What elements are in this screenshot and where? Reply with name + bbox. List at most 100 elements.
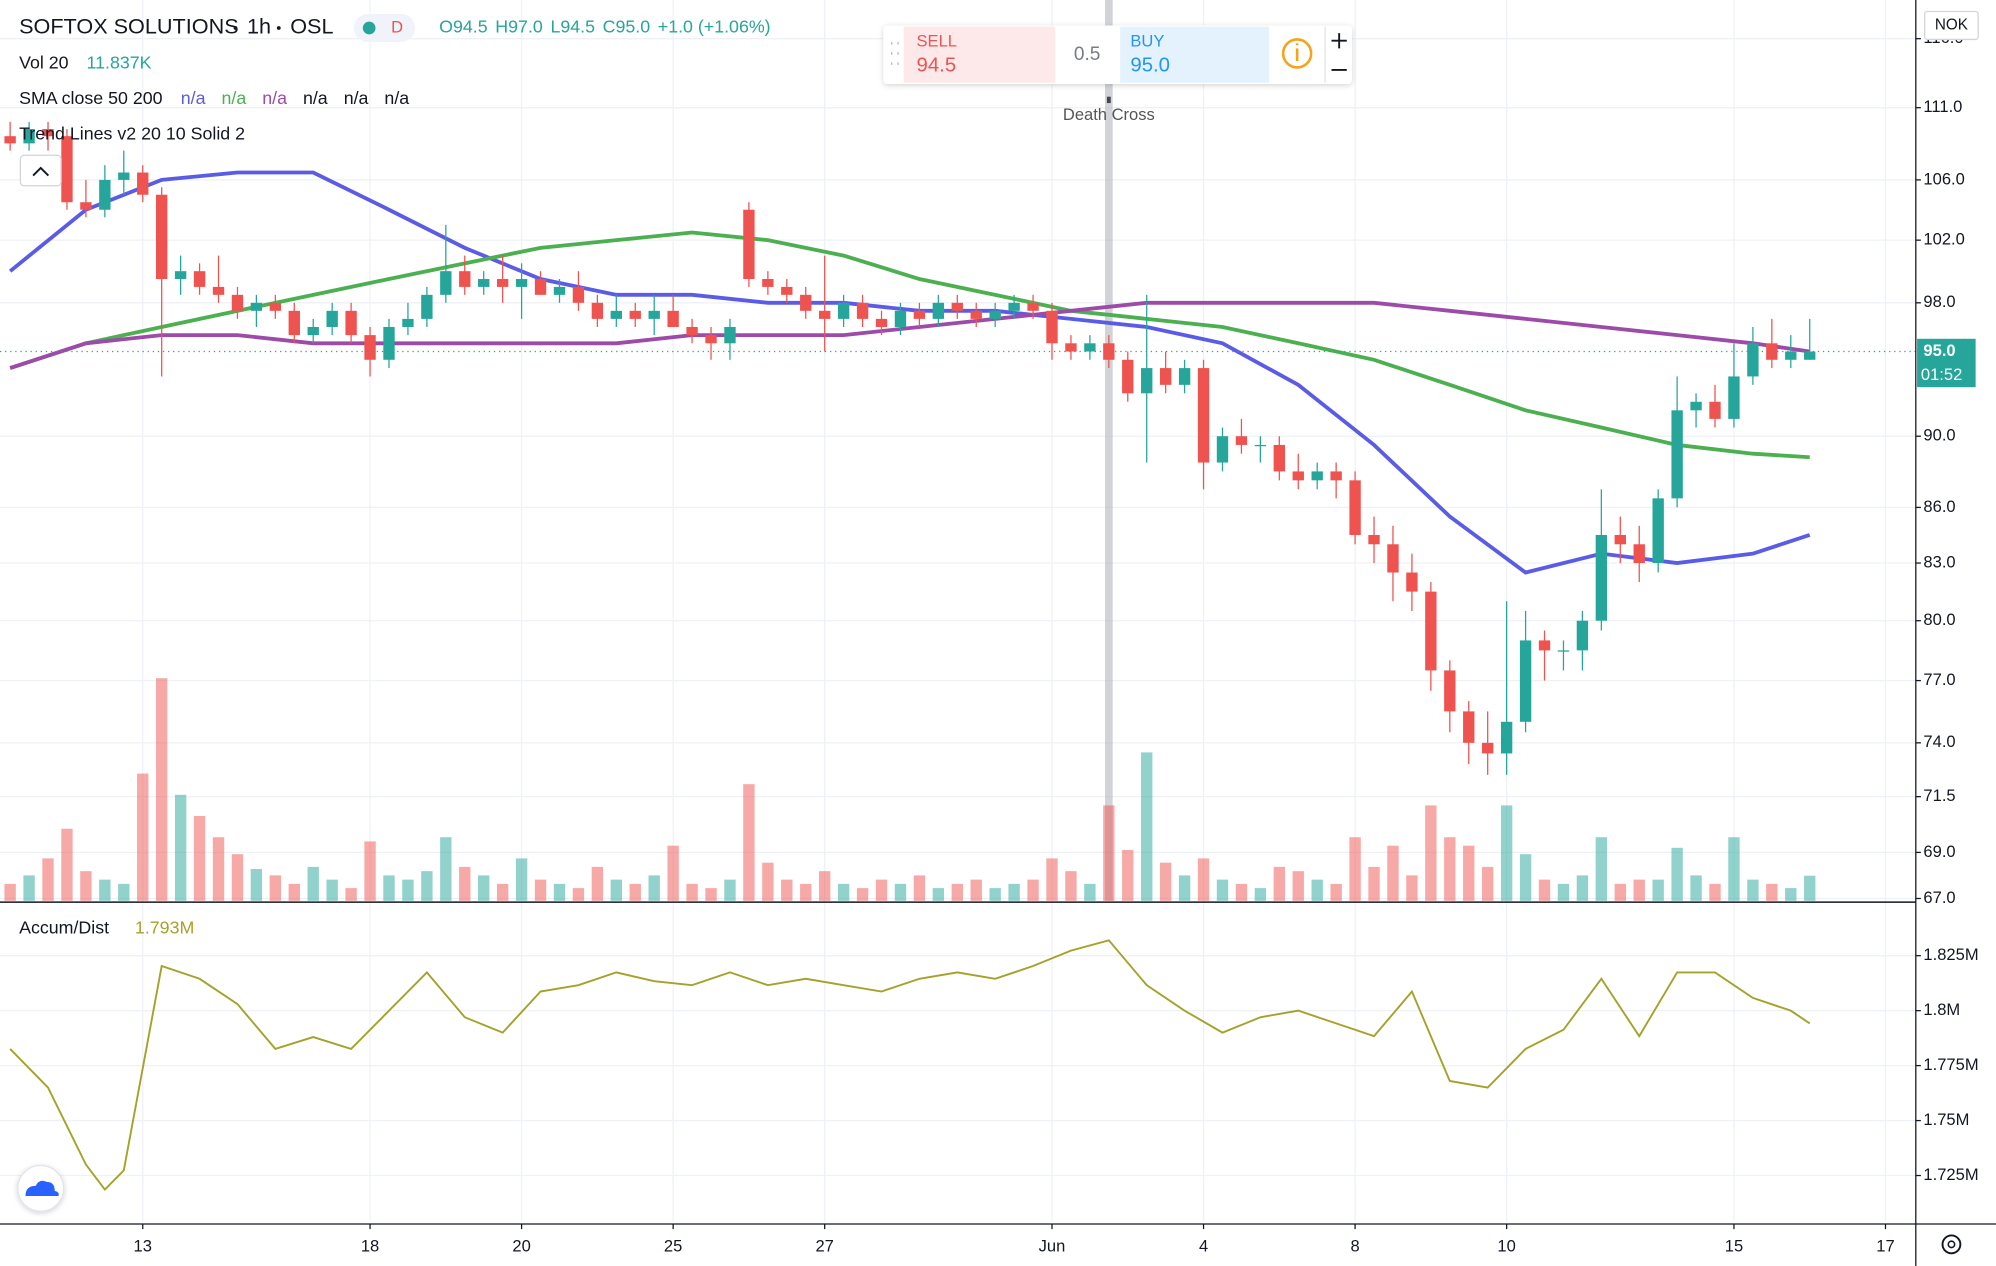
- candle-body: [1576, 620, 1589, 651]
- grid: [0, 0, 1916, 1222]
- candle-body: [686, 326, 698, 336]
- x-tick-label: 13: [134, 1236, 152, 1255]
- candle-body: [1557, 650, 1570, 652]
- sma-value: n/a: [262, 88, 287, 108]
- widget-zoom[interactable]: [1331, 33, 1347, 71]
- candle-body: [496, 279, 509, 287]
- candle-body: [534, 279, 547, 295]
- sma-value: n/a: [303, 88, 328, 108]
- candle-body: [1046, 310, 1058, 344]
- candle-body: [23, 129, 35, 144]
- candle-body: [1425, 591, 1437, 671]
- x-tick-label: 20: [512, 1236, 530, 1255]
- candle-body: [212, 286, 225, 295]
- spread: 0.5: [1074, 44, 1101, 65]
- candle-body: [1538, 640, 1551, 651]
- volume-bar: [648, 875, 660, 901]
- volume-bar: [250, 869, 263, 901]
- volume-bar: [1557, 883, 1570, 901]
- volume-bar: [1425, 805, 1437, 901]
- volume-bar: [515, 858, 528, 901]
- countdown: 01:52: [1921, 365, 1962, 384]
- volume-bar: [326, 879, 338, 901]
- currency: NOK: [1935, 16, 1969, 33]
- volume-bar: [1349, 837, 1361, 901]
- info-icon[interactable]: [1281, 38, 1313, 69]
- x-tick-label: 18: [361, 1236, 379, 1255]
- last-price-box: [1917, 338, 1976, 388]
- volume-bar: [1747, 879, 1759, 901]
- x-tick-label: 10: [1497, 1236, 1515, 1255]
- sell-label: SELL: [917, 31, 957, 50]
- sma-value: n/a: [384, 88, 409, 108]
- logo-cloud: [25, 1180, 59, 1197]
- y-tick-label: 1.725M: [1923, 1165, 1978, 1184]
- candle-body: [1690, 401, 1702, 411]
- candle-body: [1766, 343, 1778, 360]
- volume-bar: [1046, 858, 1058, 901]
- settings-icon[interactable]: [1941, 1234, 1962, 1255]
- candle-body: [250, 302, 263, 311]
- volume-bar: [894, 883, 907, 901]
- sell-button[interactable]: [903, 26, 1056, 83]
- y-tick-label: 77.0: [1923, 670, 1955, 689]
- sma-line: [9, 300, 1810, 370]
- ohlc-value: H97.0: [495, 17, 543, 37]
- sma-indicator-name: SMA close 50 200: [19, 88, 163, 108]
- volume-bar: [4, 883, 16, 901]
- candle-body: [1103, 343, 1115, 360]
- volume-bar: [743, 784, 755, 901]
- candle-body: [1519, 640, 1532, 722]
- candle-body: [781, 286, 793, 295]
- candle-body: [1216, 436, 1229, 463]
- volume-bar: [724, 879, 736, 901]
- candle-body: [1254, 444, 1267, 447]
- candle-body: [648, 310, 660, 319]
- last-price-label: 95.0: [1923, 341, 1955, 360]
- candle-body: [572, 286, 585, 303]
- candle-body: [288, 310, 300, 336]
- volume-bar: [1122, 849, 1134, 901]
- volume-bar: [1482, 866, 1494, 901]
- candle-body: [1273, 444, 1286, 472]
- candle-body: [591, 302, 604, 319]
- volume-bar: [345, 888, 357, 901]
- sma-value: n/a: [221, 88, 246, 108]
- volume-bar: [856, 888, 869, 901]
- volume-bar: [1690, 875, 1702, 901]
- trend-lines-name: Trend Lines v2 20 10 Solid 2: [19, 124, 245, 144]
- volume-bar: [1406, 875, 1418, 901]
- volume-bar: [1159, 862, 1172, 901]
- y-tick-label: 86.0: [1923, 497, 1955, 516]
- volume-bar: [155, 678, 168, 901]
- exchange: OSL: [290, 14, 333, 39]
- candle-body: [478, 279, 490, 287]
- buy-button[interactable]: [1120, 26, 1270, 83]
- collapse-button[interactable]: [19, 154, 62, 187]
- volume-bar: [118, 883, 130, 901]
- candle-body: [1614, 534, 1626, 545]
- volume-bar: [572, 888, 585, 901]
- currency-box[interactable]: [1924, 10, 1979, 41]
- status-badge[interactable]: [353, 13, 415, 42]
- volume-bar: [970, 879, 982, 901]
- volume-bar: [1595, 837, 1608, 901]
- separator-dot: [276, 26, 281, 30]
- volume-bar: [99, 879, 111, 901]
- candle-body: [856, 302, 869, 319]
- sma-line: [8, 170, 1811, 575]
- candle-body: [80, 202, 92, 210]
- candle-body: [193, 271, 206, 287]
- volume-bar: [1538, 879, 1551, 901]
- volume-bar: [875, 879, 888, 901]
- buy-price: 95.0: [1130, 55, 1170, 77]
- candle-body: [1027, 302, 1039, 311]
- sma-line: [9, 230, 1810, 460]
- candle-body: [1387, 544, 1399, 573]
- annotation-text: Death Cross: [1063, 105, 1155, 124]
- volume-bar: [1197, 858, 1210, 901]
- volume-bar: [23, 875, 35, 901]
- volume-bar: [496, 883, 509, 901]
- volume-bar: [1766, 883, 1778, 901]
